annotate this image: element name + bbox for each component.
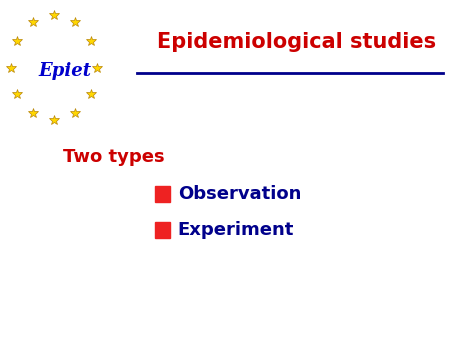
- Text: Epidemiological studies: Epidemiological studies: [158, 32, 436, 52]
- FancyBboxPatch shape: [155, 186, 170, 202]
- Text: Two types: Two types: [63, 148, 165, 166]
- FancyBboxPatch shape: [155, 222, 170, 238]
- Text: Observation: Observation: [178, 185, 301, 203]
- Text: Epiet: Epiet: [39, 62, 92, 80]
- Text: Experiment: Experiment: [178, 221, 294, 239]
